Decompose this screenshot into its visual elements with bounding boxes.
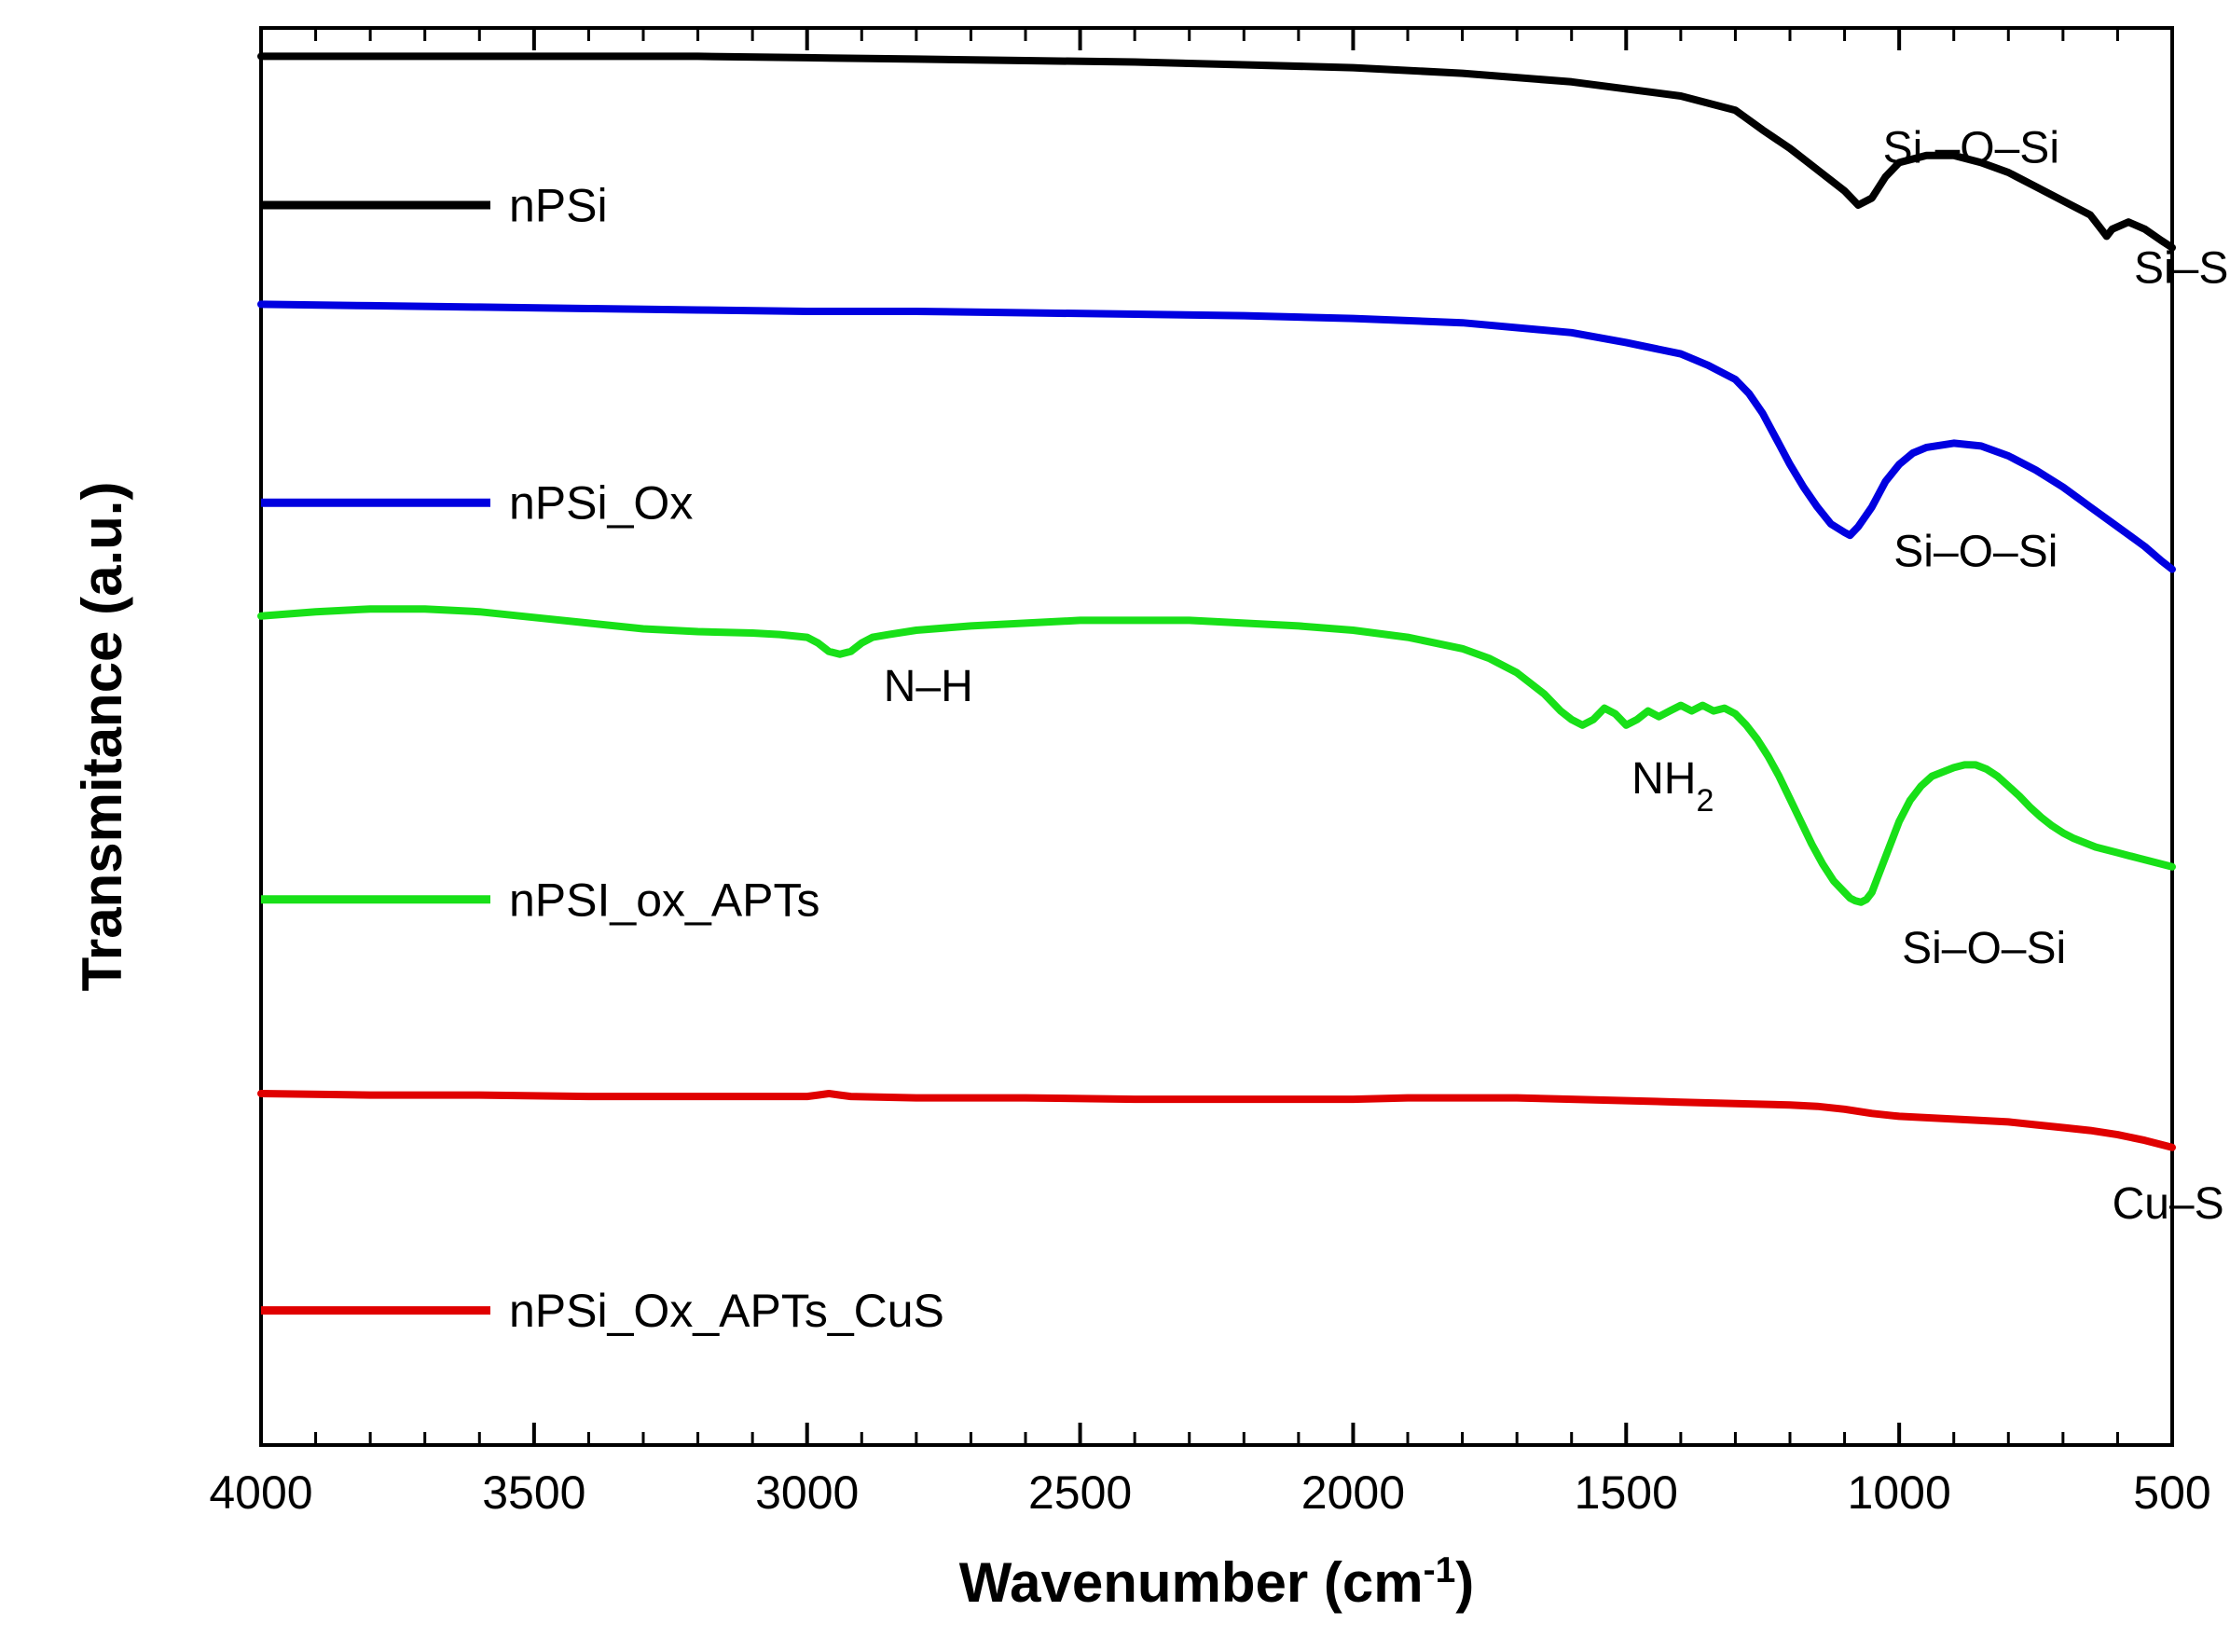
x-tick-label: 1500 [1575,1466,1678,1519]
chart-svg: 4000 3500 3000 2500 2000 1500 1000 500 Wavenumbe… [0,0,2230,1652]
x-tick-label: 500 [2133,1466,2210,1519]
legend-label-nPSi_Ox_APTs_CuS: nPSi_Ox_APTs_CuS [509,1285,944,1337]
annotation: N–H [884,662,973,711]
annotation: Si–O–Si [1893,528,2058,577]
y-axis-label: Transmitance (a.u.) [71,482,133,992]
x-tick-label: 3500 [482,1466,585,1519]
legend-label-nPSI_ox_APTs: nPSI_ox_APTs [509,874,820,926]
x-tick-label: 3000 [755,1466,859,1519]
x-axis-label: Wavenumber (cm-1) [959,1550,1475,1615]
legend-label-nPSi: nPSi [509,180,608,232]
x-tick-label: 1000 [1848,1466,1951,1519]
ftir-chart: 4000 3500 3000 2500 2000 1500 1000 500 Wavenumbe… [0,0,2230,1652]
annotation: Si –O–Si [1883,123,2059,172]
x-tick-label: 4000 [209,1466,312,1519]
x-tick-label: 2000 [1301,1466,1405,1519]
annotation: Cu–S [2113,1179,2224,1229]
legend-label-nPSi_Ox: nPSi_Ox [509,477,693,530]
annotation: Si–Si [2134,244,2230,294]
plot-area [261,28,2172,1445]
annotation: Si–O–Si [1902,924,2066,973]
x-tick-label: 2500 [1028,1466,1132,1519]
